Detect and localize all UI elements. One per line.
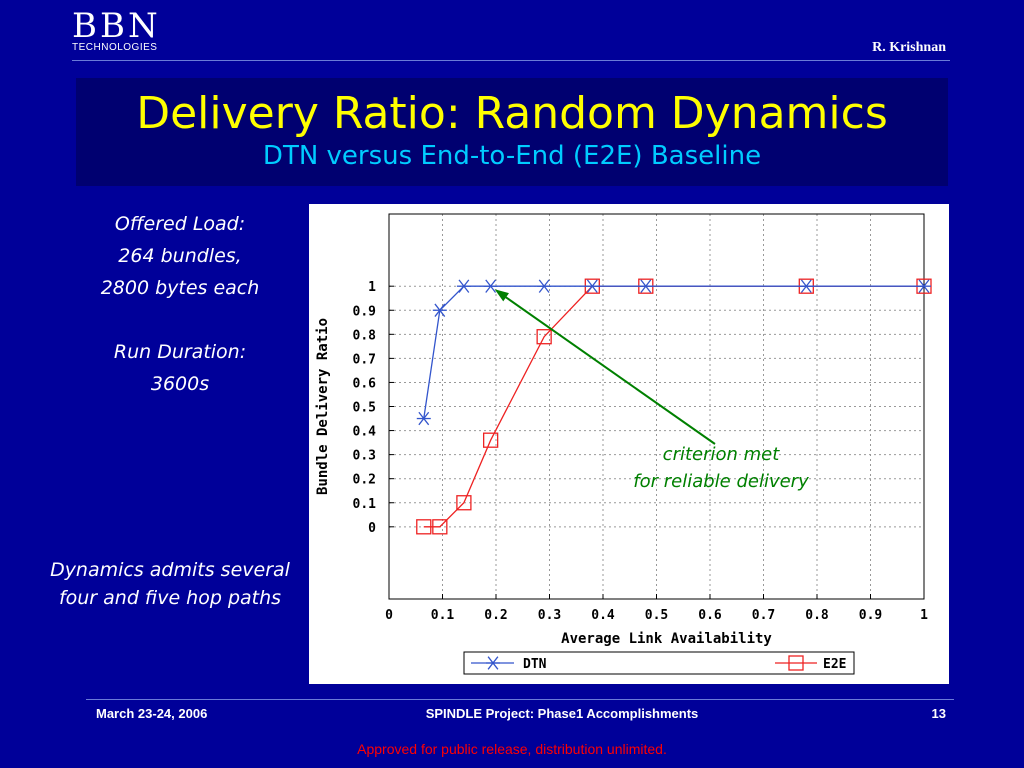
marker-square xyxy=(536,329,552,345)
x-tick-label: 0.7 xyxy=(752,608,775,623)
marker-stroke xyxy=(487,656,499,670)
y-tick-label: 0.2 xyxy=(353,473,376,488)
y-tick-label: 0.1 xyxy=(353,497,377,512)
legend-label-dtn: DTN xyxy=(523,657,547,672)
dynamics-note: Dynamics admits several four and five ho… xyxy=(44,556,296,612)
data-point-e2e xyxy=(536,329,552,345)
logo-subtitle: TECHNOLOGIES xyxy=(72,42,158,53)
y-tick-label: 0.3 xyxy=(353,449,376,464)
marker-stroke xyxy=(434,303,446,317)
x-tick-label: 0.9 xyxy=(859,608,882,623)
y-tick-label: 0 xyxy=(368,521,376,536)
x-tick-label: 0.8 xyxy=(805,608,829,623)
page-number: 13 xyxy=(931,706,946,721)
y-tick-label: 0.9 xyxy=(353,304,376,319)
series-line-dtn xyxy=(423,285,924,419)
title-panel: Delivery Ratio: Random Dynamics DTN vers… xyxy=(76,78,948,186)
release-statement: Approved for public release, distributio… xyxy=(357,741,667,757)
param-line: 3600s xyxy=(150,373,210,395)
x-tick-label: 0 xyxy=(385,608,393,623)
x-tick-label: 1 xyxy=(920,608,928,623)
logo-wordmark: BBN xyxy=(72,6,161,46)
data-point-dtn xyxy=(416,411,431,426)
marker-stroke xyxy=(800,279,812,293)
legend-label-e2e: E2E xyxy=(823,657,846,672)
x-tick-label: 0.4 xyxy=(591,608,615,623)
x-tick-label: 0.5 xyxy=(645,608,668,623)
header-divider xyxy=(72,60,950,61)
data-point-e2e xyxy=(416,519,432,535)
data-point-dtn xyxy=(585,279,600,293)
footer-project: SPINDLE Project: Phase1 Accomplishments xyxy=(425,706,699,721)
data-point-dtn xyxy=(537,279,552,293)
x-tick-label: 0.1 xyxy=(431,608,455,623)
data-point-e2e xyxy=(432,519,448,535)
param-line: Run Duration: xyxy=(113,341,247,363)
legend-marker-dtn xyxy=(486,656,500,670)
marker-stroke xyxy=(538,279,550,293)
data-point-dtn xyxy=(456,279,471,293)
annotation-arrow xyxy=(498,291,716,445)
marker-stroke xyxy=(418,411,430,426)
annotation-text: for reliable delivery xyxy=(633,471,809,492)
marker-square xyxy=(788,655,804,671)
author-name: R. Krishnan xyxy=(872,40,946,55)
marker-square xyxy=(482,432,499,448)
param-spacer xyxy=(60,304,300,336)
note-line: four and five hop paths xyxy=(58,587,282,609)
marker-stroke xyxy=(640,279,652,293)
annotation-arrowhead xyxy=(494,289,509,302)
data-point-dtn xyxy=(483,279,498,293)
marker-stroke xyxy=(918,279,930,293)
y-tick-label: 0.8 xyxy=(353,328,377,343)
param-line: 264 bundles, xyxy=(118,245,242,267)
data-point-dtn xyxy=(638,279,653,293)
data-point-dtn xyxy=(432,303,447,317)
data-point-e2e xyxy=(456,495,472,511)
param-line: Offered Load: xyxy=(114,213,246,235)
experiment-parameters: Offered Load: 264 bundles, 2800 bytes ea… xyxy=(60,208,300,400)
y-tick-label: 0.5 xyxy=(353,401,376,416)
bbn-logo: BBN TECHNOLOGIES xyxy=(72,8,161,53)
y-axis-label: Bundle Delivery Ratio xyxy=(315,318,331,495)
y-tick-label: 0.4 xyxy=(353,425,377,440)
marker-square xyxy=(416,519,432,535)
x-tick-label: 0.2 xyxy=(484,608,507,623)
note-line: Dynamics admits several xyxy=(50,559,290,581)
y-tick-label: 0.6 xyxy=(353,376,377,391)
marker-square xyxy=(432,519,448,535)
chart-panel: 0 0.1 0.2 0.3 0.4 0.5 0.6 0.7 0.8 0.9 1 0 0.1 0.2 0.3 0… xyxy=(309,204,949,684)
x-tick-label: 0.6 xyxy=(698,608,722,623)
y-tick-label: 0.7 xyxy=(353,352,376,367)
slide-title: Delivery Ratio: Random Dynamics xyxy=(136,88,888,139)
legend-box xyxy=(463,651,855,675)
x-tick-label: 0.3 xyxy=(538,608,561,623)
marker-square xyxy=(456,495,472,511)
footer-date: March 23-24, 2006 xyxy=(96,706,208,721)
footer-divider xyxy=(86,699,954,700)
delivery-ratio-chart: 0 0.1 0.2 0.3 0.4 0.5 0.6 0.7 0.8 0.9 1 0 0.1 0.2 0.3 0… xyxy=(315,213,932,675)
marker-stroke xyxy=(586,279,598,293)
y-tick-label: 1 xyxy=(368,280,376,295)
param-line: 2800 bytes each xyxy=(100,277,260,299)
data-point-dtn xyxy=(917,279,931,293)
slide-subtitle: DTN versus End-to-End (E2E) Baseline xyxy=(262,141,762,171)
data-point-e2e xyxy=(482,432,499,448)
marker-stroke xyxy=(458,279,470,293)
legend-marker-e2e xyxy=(788,655,804,671)
x-axis-label: Average Link Availability xyxy=(561,631,772,647)
data-point-dtn xyxy=(799,279,814,293)
marker-stroke xyxy=(485,279,497,293)
annotation-text: criterion met xyxy=(663,444,781,465)
